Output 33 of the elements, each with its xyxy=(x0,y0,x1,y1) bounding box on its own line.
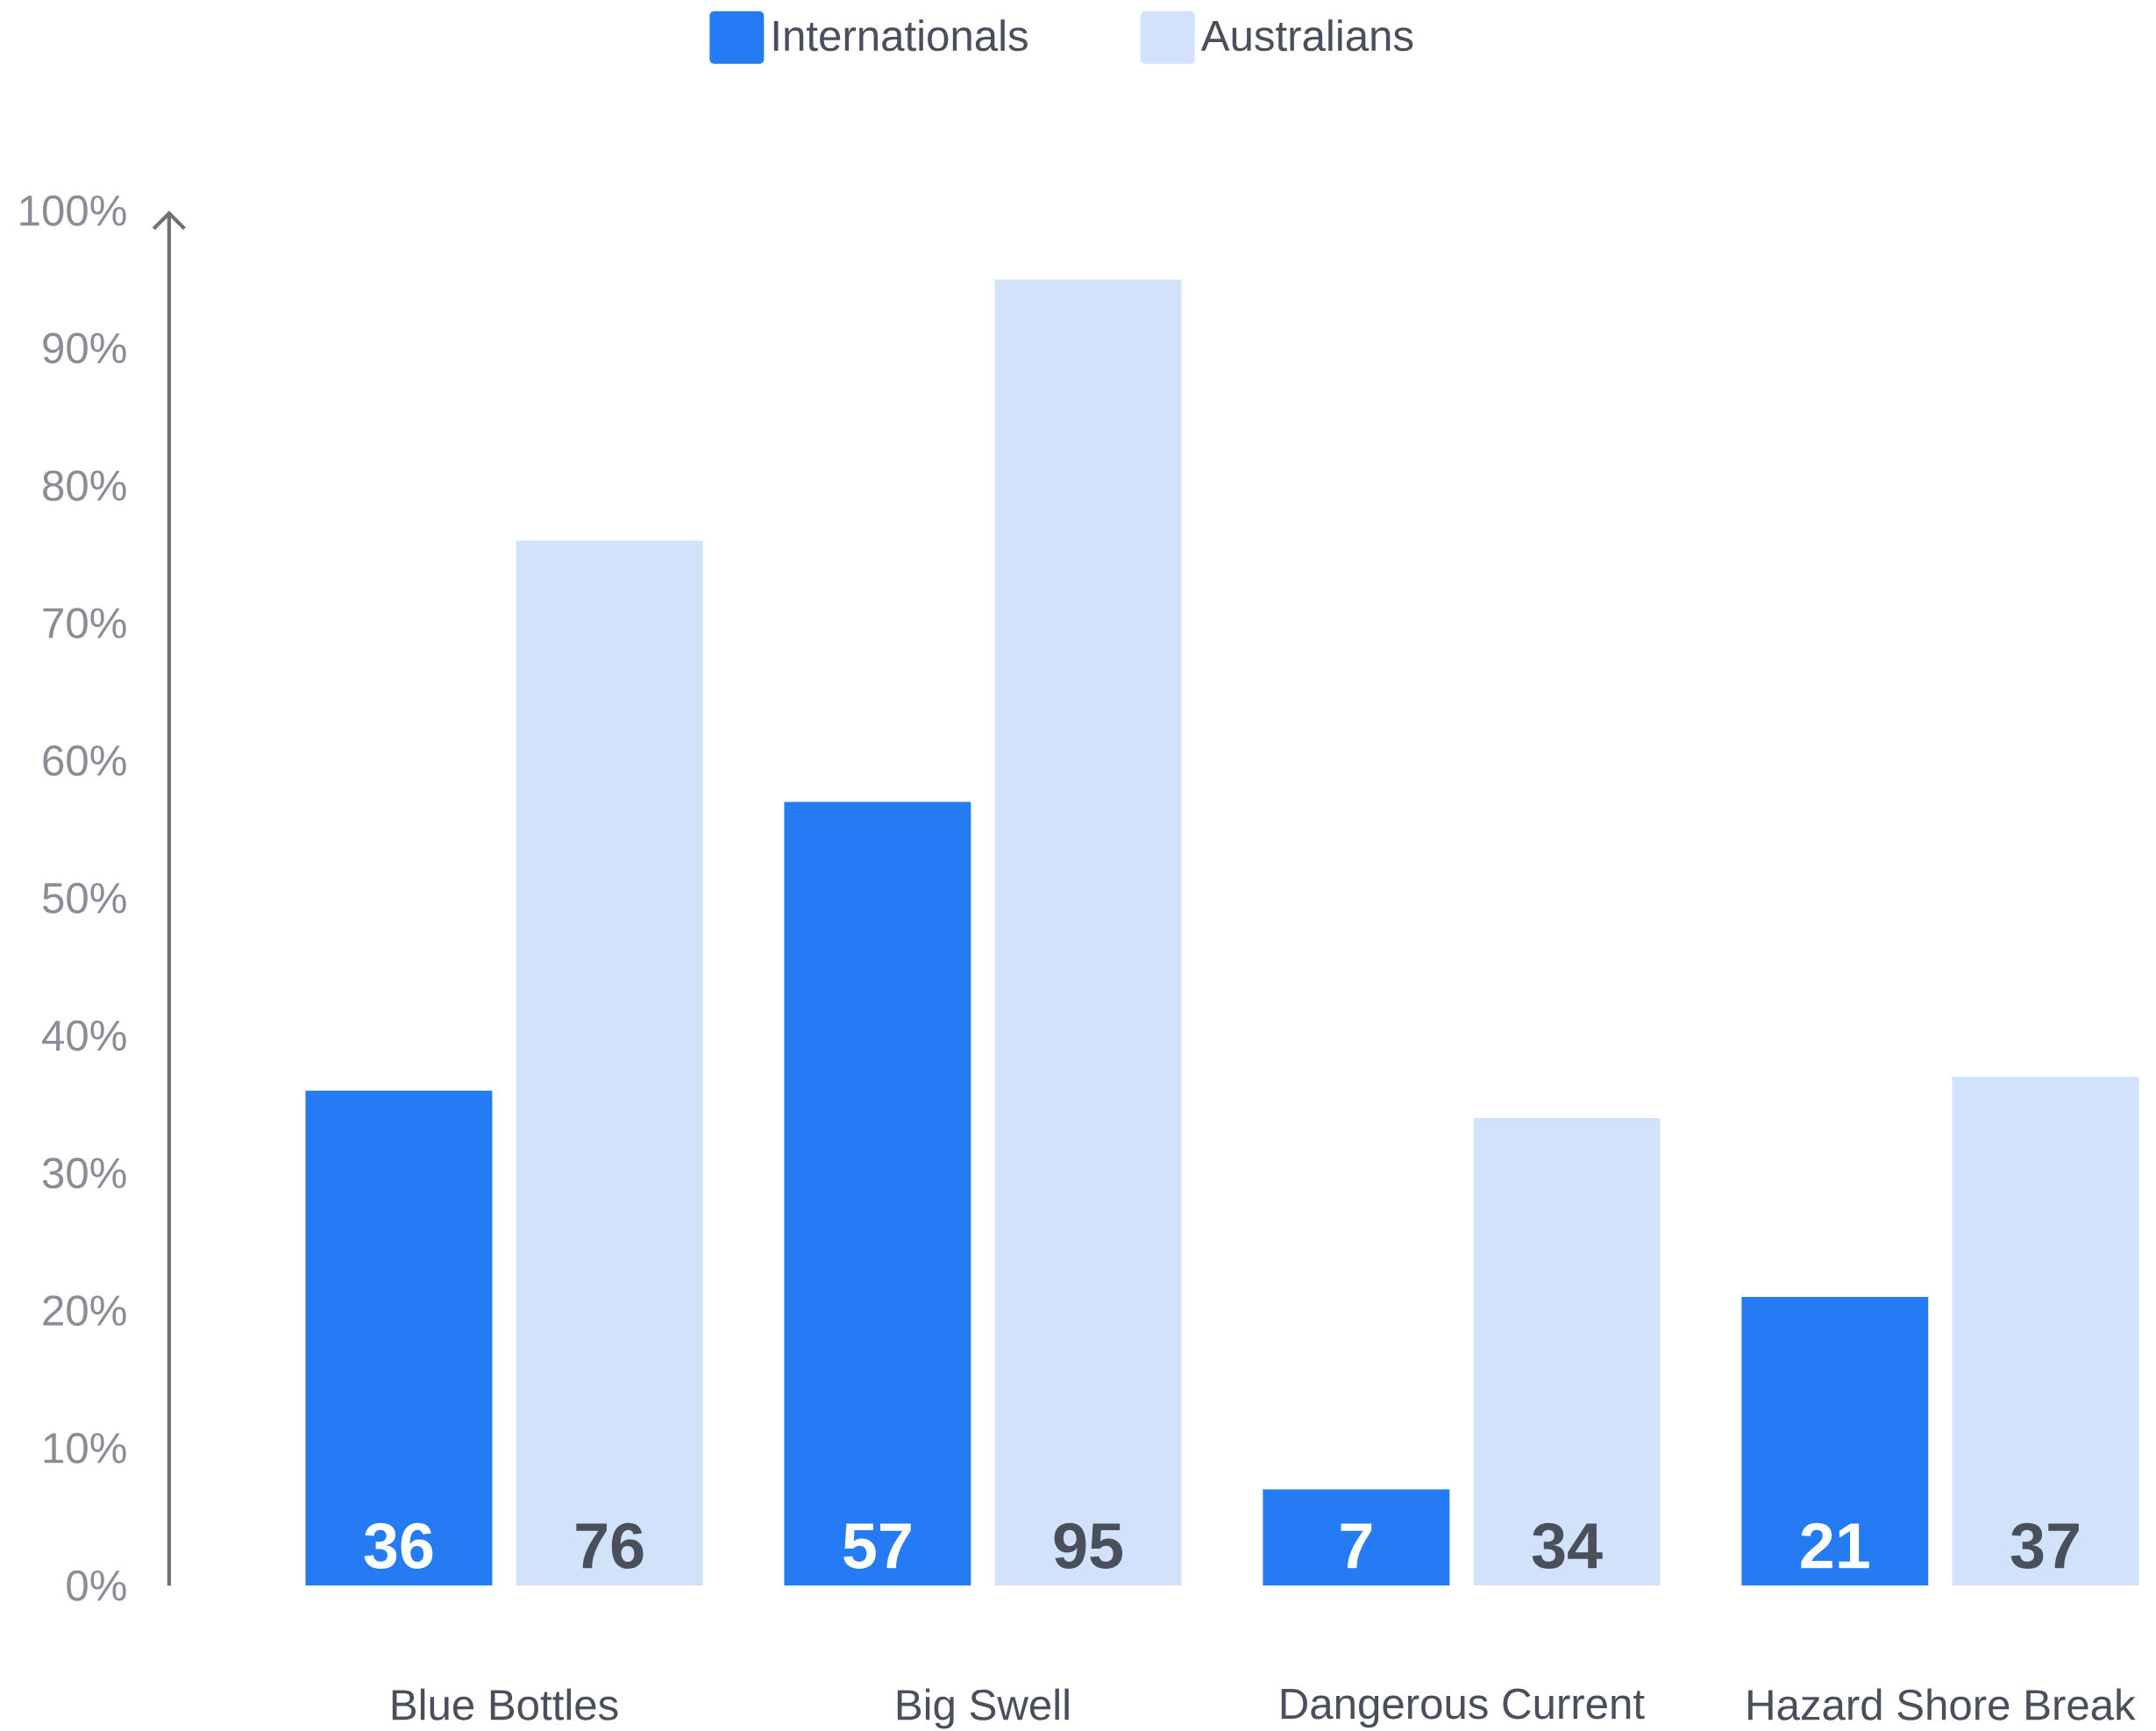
bar xyxy=(305,1090,493,1586)
y-tick-label: 60% xyxy=(43,744,126,776)
x-tick-label: Blue Bottles xyxy=(392,1688,618,1720)
data-label: 7 xyxy=(1341,1523,1372,1569)
x-tick-label: Hazard Shore Break xyxy=(1748,1688,2136,1720)
data-label: 95 xyxy=(1054,1522,1123,1569)
legend-label: Internationals xyxy=(773,18,1028,52)
legend-label: Australians xyxy=(1200,18,1413,52)
bar xyxy=(1263,1489,1450,1586)
y-tick-label: 80% xyxy=(43,470,126,502)
y-tick-label: 10% xyxy=(44,1432,126,1464)
data-label: 76 xyxy=(576,1522,644,1569)
y-tick-label: 70% xyxy=(43,607,126,638)
y-tick-label: 90% xyxy=(43,332,126,364)
x-tick-label: Big Swell xyxy=(897,1688,1069,1729)
bar xyxy=(516,540,703,1586)
y-tick-label: 100% xyxy=(20,195,126,226)
bar xyxy=(1741,1296,1929,1586)
bar xyxy=(1473,1117,1661,1586)
bar xyxy=(1952,1076,2139,1586)
data-label: 21 xyxy=(1801,1522,1869,1569)
data-label: 34 xyxy=(1532,1522,1603,1569)
bar xyxy=(994,279,1182,1586)
x-tick-label: Dangerous Current xyxy=(1281,1688,1645,1727)
data-label: 57 xyxy=(843,1523,911,1569)
bar xyxy=(784,801,971,1586)
y-tick-label: 50% xyxy=(42,882,126,914)
y-tick-label: 30% xyxy=(42,1158,126,1189)
y-tick-label: 0% xyxy=(67,1570,126,1601)
y-tick-label: 20% xyxy=(43,1294,126,1326)
y-tick-label: 40% xyxy=(42,1020,126,1051)
data-label: 36 xyxy=(364,1522,433,1569)
data-label: 37 xyxy=(2010,1522,2079,1569)
